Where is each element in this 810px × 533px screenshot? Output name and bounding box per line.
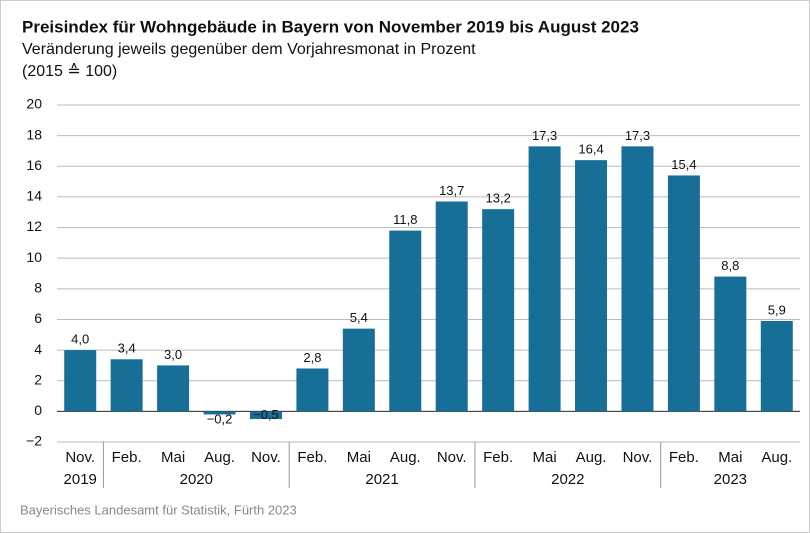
y-tick-label: 20 <box>26 96 42 112</box>
x-tick-label: Nov. <box>251 449 281 466</box>
year-label: 2023 <box>714 471 747 488</box>
bar <box>296 368 329 412</box>
y-tick-label: 18 <box>26 126 42 142</box>
y-tick-label: 8 <box>34 280 42 296</box>
value-label: 5,9 <box>768 302 786 317</box>
bar <box>342 328 375 412</box>
year-label: 2020 <box>180 471 213 488</box>
x-tick-label: Nov. <box>437 449 467 466</box>
x-tick-label: Aug. <box>761 449 792 466</box>
value-label: 8,8 <box>721 258 739 273</box>
year-label: 2022 <box>551 471 584 488</box>
chart-note: (2015 ≙ 100) <box>22 63 117 80</box>
value-label: 13,2 <box>486 191 511 206</box>
x-tick-label: Aug. <box>204 449 235 466</box>
bar <box>64 350 97 412</box>
value-label: 3,4 <box>118 341 136 356</box>
value-label: 17,3 <box>625 128 650 143</box>
bar <box>667 175 700 412</box>
x-tick-label: Feb. <box>669 449 699 466</box>
value-label: 16,4 <box>578 142 603 157</box>
x-tick-label: Mai <box>718 449 742 466</box>
bar <box>528 146 561 412</box>
y-tick-label: 14 <box>26 188 42 204</box>
value-label: 2,8 <box>303 350 321 365</box>
y-tick-label: 4 <box>34 341 42 357</box>
y-tick-label: −2 <box>26 433 42 449</box>
value-label: −0,5 <box>253 407 279 422</box>
bar <box>203 411 236 415</box>
year-label: 2021 <box>365 471 398 488</box>
x-tick-label: Nov. <box>623 449 653 466</box>
bar <box>760 320 793 412</box>
x-tick-label: Mai <box>161 449 185 466</box>
value-label: −0,2 <box>207 412 233 427</box>
x-tick-label: Feb. <box>297 449 327 466</box>
bar <box>389 230 422 412</box>
chart-subtitle: Veränderung jeweils gegenüber dem Vorjah… <box>22 41 476 58</box>
x-tick-label: Nov. <box>65 449 95 466</box>
value-label: 15,4 <box>671 157 696 172</box>
value-label: 17,3 <box>532 128 557 143</box>
x-tick-label: Mai <box>533 449 557 466</box>
y-tick-label: 6 <box>34 310 42 326</box>
value-label: 4,0 <box>71 332 89 347</box>
bar <box>482 209 515 412</box>
y-tick-label: 10 <box>26 249 42 265</box>
chart-title: Preisindex für Wohngebäude in Bayern von… <box>22 17 639 36</box>
bar <box>575 160 608 412</box>
source: Bayerisches Landesamt für Statistik, Für… <box>20 502 297 517</box>
bar <box>621 146 654 412</box>
value-label: 11,8 <box>393 212 417 227</box>
x-tick-label: Feb. <box>112 449 142 466</box>
x-tick-label: Aug. <box>576 449 607 466</box>
value-label: 3,0 <box>164 347 182 362</box>
y-tick-label: 16 <box>26 157 42 173</box>
bar <box>157 365 190 412</box>
bar <box>435 201 468 412</box>
x-tick-label: Mai <box>347 449 371 466</box>
value-label: 13,7 <box>439 183 464 198</box>
x-tick-label: Feb. <box>483 449 513 466</box>
value-label: 5,4 <box>350 310 368 325</box>
bar <box>249 411 282 420</box>
y-tick-label: 12 <box>26 218 42 234</box>
bar <box>714 276 747 412</box>
year-label: 2019 <box>64 471 97 488</box>
bar <box>110 359 143 412</box>
y-tick-label: 2 <box>34 371 42 387</box>
y-tick-label: 0 <box>34 402 42 418</box>
x-tick-label: Aug. <box>390 449 421 466</box>
